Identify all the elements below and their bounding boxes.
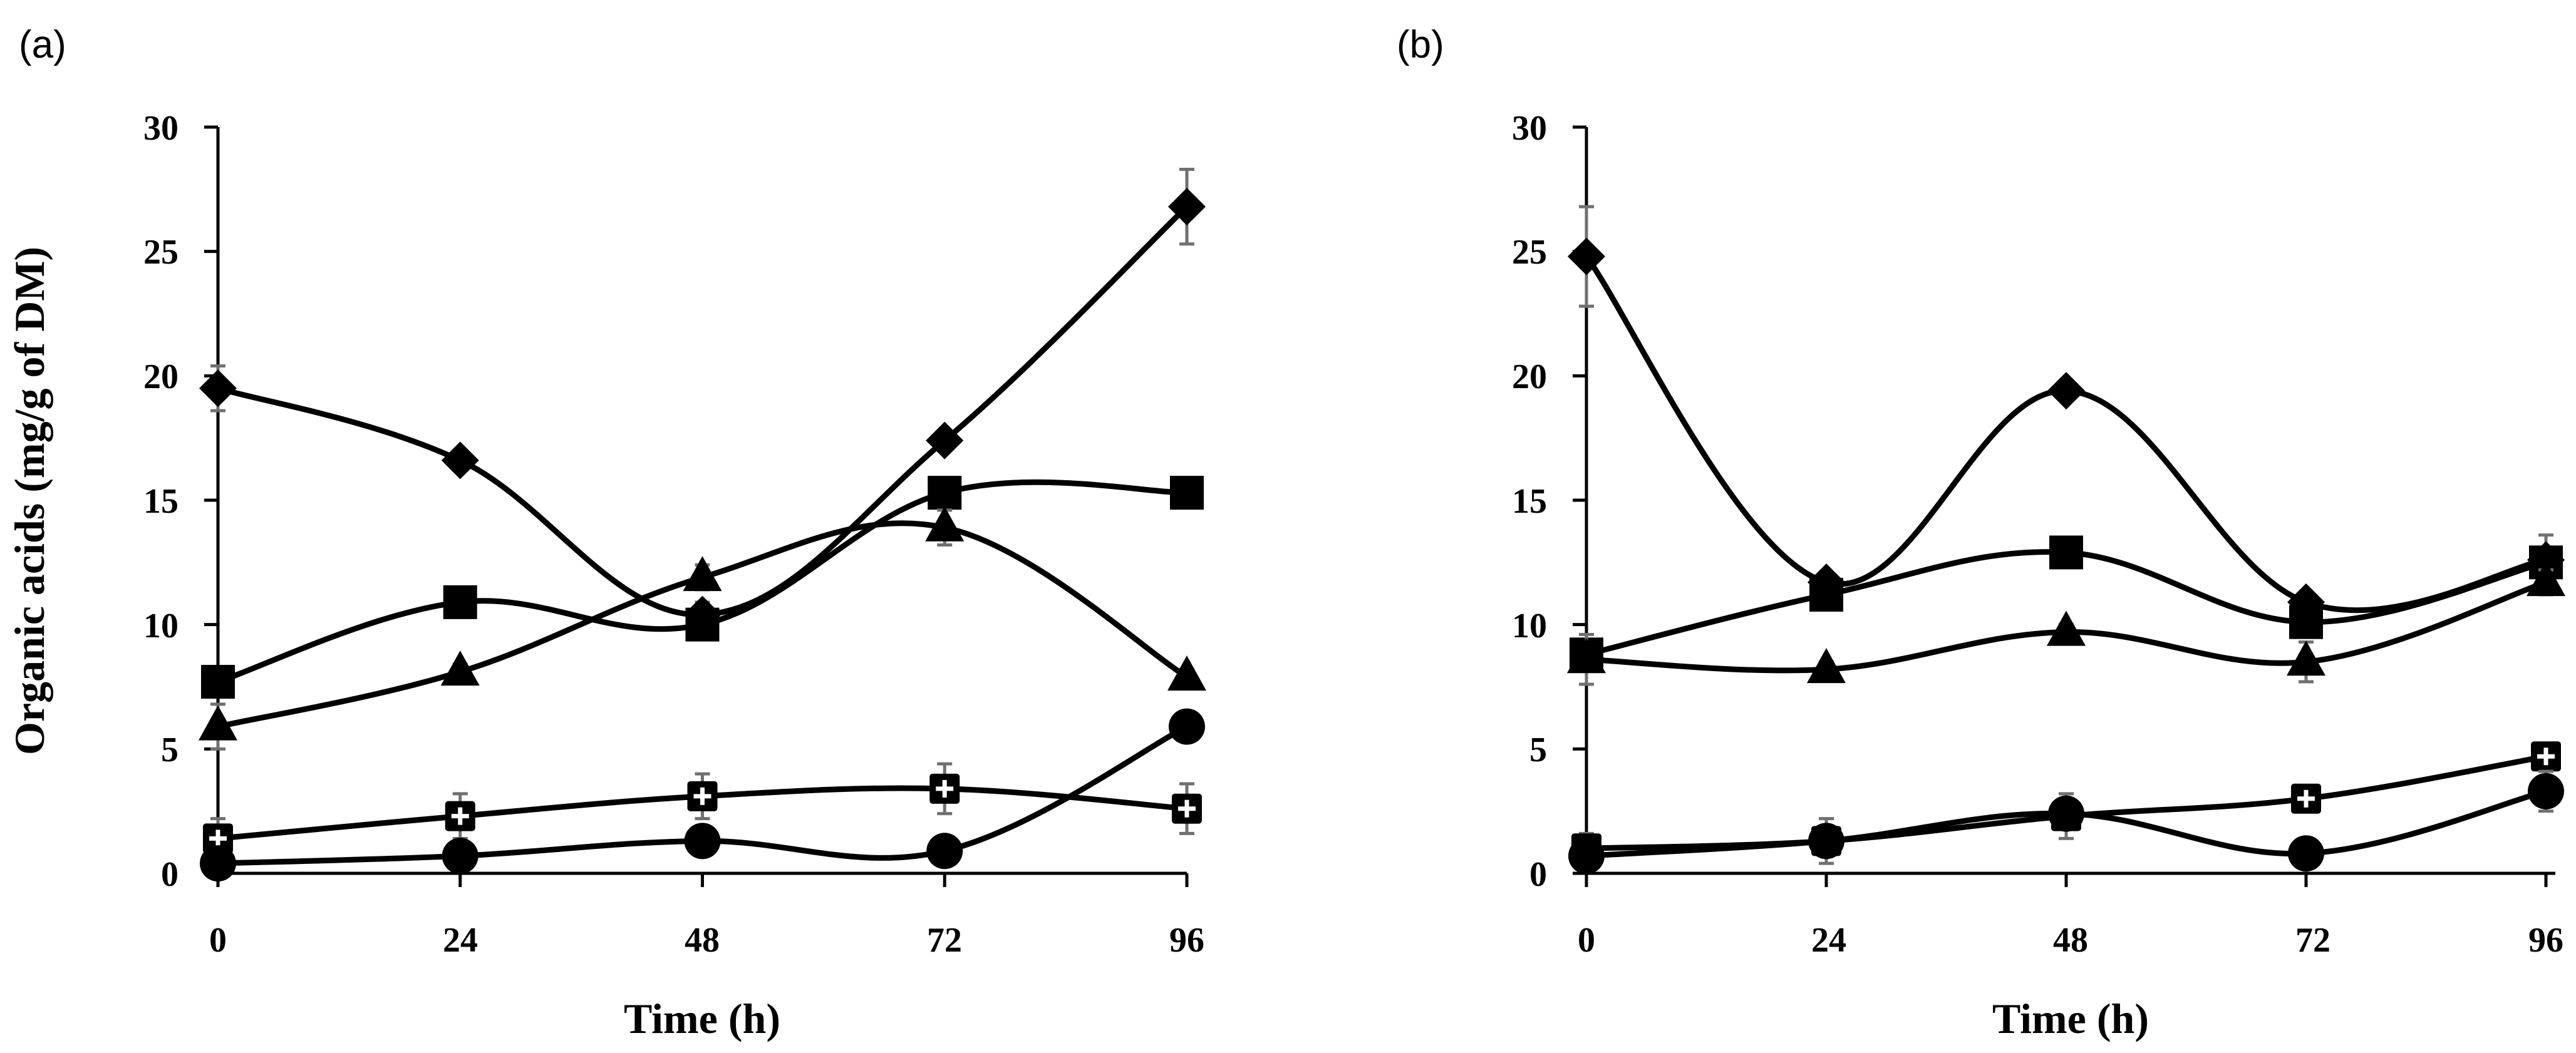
panel-b-xtick-label: 48 <box>2053 921 2088 960</box>
data-point-circle <box>1808 823 1844 860</box>
panel-a-xtick-label: 48 <box>685 921 720 960</box>
series-triangle <box>199 506 1206 751</box>
panel-a-ytick-label: 0 <box>161 855 178 894</box>
data-point-circle <box>2288 835 2324 872</box>
data-point-triangle <box>2527 561 2565 597</box>
data-point-triangle <box>199 705 237 741</box>
series-square <box>1570 535 2563 672</box>
series-line-diamond <box>215 203 1190 618</box>
data-point-triangle <box>440 650 480 686</box>
panel-b-ytick-label: 25 <box>1512 233 1547 272</box>
panel-a-label: (a) <box>19 23 66 66</box>
data-point-circle <box>442 838 478 875</box>
panel-a-xtick-label: 96 <box>1169 921 1204 960</box>
data-point-cross-square <box>2291 783 2321 814</box>
panel-b-x-ticks: 0 24 48 72 96 <box>1578 921 2563 960</box>
panel-a-plot <box>199 168 1206 882</box>
panel-a-y-ticks: 0 5 10 15 20 25 30 <box>143 109 178 894</box>
data-point-cross-square <box>445 801 475 831</box>
panel-a-x-ticks: 0 24 48 72 96 <box>209 921 1204 960</box>
data-point-square <box>2289 605 2323 639</box>
panel-b-ytick-label: 0 <box>1529 855 1547 894</box>
panel-b-xtick-label: 0 <box>1578 921 1595 960</box>
panel-b-x-axis-title: Time (h) <box>1992 995 2149 1042</box>
panel-a-xtick-label: 0 <box>209 921 227 960</box>
data-point-cross-square <box>2531 741 2561 772</box>
data-point-circle <box>926 833 963 870</box>
data-point-circle <box>2048 795 2084 832</box>
data-point-square <box>928 476 962 510</box>
panel-a-ytick-label: 5 <box>161 731 178 769</box>
data-point-cross-square <box>1172 793 1202 824</box>
panel-b-ytick-label: 20 <box>1512 357 1547 396</box>
data-point-cross-square <box>687 781 718 811</box>
panel-b-ytick-label: 15 <box>1512 482 1547 521</box>
data-point-square <box>201 665 235 699</box>
panel-a-xtick-label: 72 <box>927 921 962 960</box>
panel-b: (b) 0 5 10 15 20 25 30 0 24 48 72 96 Tim… <box>1397 23 2565 1042</box>
panel-a: (a) 0 5 10 15 20 25 30 0 24 48 72 96 Tim… <box>6 23 1206 1042</box>
data-point-square <box>685 607 720 642</box>
data-point-square <box>1170 476 1204 510</box>
data-point-diamond <box>1168 188 1206 226</box>
data-point-cross-square <box>929 773 960 804</box>
data-point-diamond <box>441 441 479 480</box>
data-point-triangle <box>1167 655 1206 691</box>
panel-a-ytick-label: 15 <box>143 482 178 521</box>
panel-a-ytick-label: 20 <box>143 357 178 396</box>
panel-a-x-axis-title: Time (h) <box>624 995 780 1042</box>
data-point-circle <box>1568 838 1605 875</box>
data-point-triangle <box>2047 610 2086 646</box>
data-point-diamond <box>2047 372 2085 410</box>
data-point-triangle <box>925 506 965 542</box>
panel-b-y-ticks: 0 5 10 15 20 25 30 <box>1512 109 1547 894</box>
panel-b-label: (b) <box>1397 23 1444 66</box>
series-circle <box>1568 769 2564 875</box>
panel-a-ytick-label: 25 <box>143 233 178 272</box>
data-point-triangle <box>1567 638 1606 674</box>
panel-b-ytick-label: 5 <box>1529 731 1547 769</box>
series-square <box>201 476 1204 699</box>
panel-a-xtick-label: 24 <box>443 921 478 960</box>
data-point-diamond <box>199 369 237 408</box>
data-point-circle <box>2528 773 2564 809</box>
data-point-square <box>2049 535 2083 570</box>
data-point-square <box>1809 577 1843 612</box>
data-point-square <box>443 585 477 619</box>
data-point-circle <box>200 845 236 882</box>
panel-b-ytick-label: 30 <box>1512 109 1547 148</box>
panel-a-ytick-label: 10 <box>143 607 178 645</box>
panel-b-xtick-label: 96 <box>2528 921 2563 960</box>
data-point-triangle <box>1807 648 1846 684</box>
panel-b-xtick-label: 72 <box>2295 921 2330 960</box>
data-point-diamond <box>1568 237 1605 275</box>
data-point-circle <box>684 823 721 860</box>
panel-b-xtick-label: 24 <box>1811 921 1846 960</box>
data-point-triangle <box>683 556 722 592</box>
series-circle <box>200 708 1205 882</box>
panel-b-ytick-label: 10 <box>1512 607 1547 645</box>
series-triangle <box>1567 561 2565 686</box>
data-point-circle <box>1169 708 1205 745</box>
panel-a-y-axis-title: Organic acids (mg/g of DM) <box>6 247 53 755</box>
panel-b-plot <box>1567 205 2565 875</box>
panel-a-ytick-label: 30 <box>143 109 178 148</box>
panel-b-axes <box>1573 125 2555 887</box>
series-line-diamond <box>1583 254 2549 614</box>
data-point-triangle <box>2287 640 2325 676</box>
data-point-cross-square <box>203 823 233 854</box>
series-cross-square <box>203 762 1202 860</box>
data-point-diamond <box>926 421 964 460</box>
